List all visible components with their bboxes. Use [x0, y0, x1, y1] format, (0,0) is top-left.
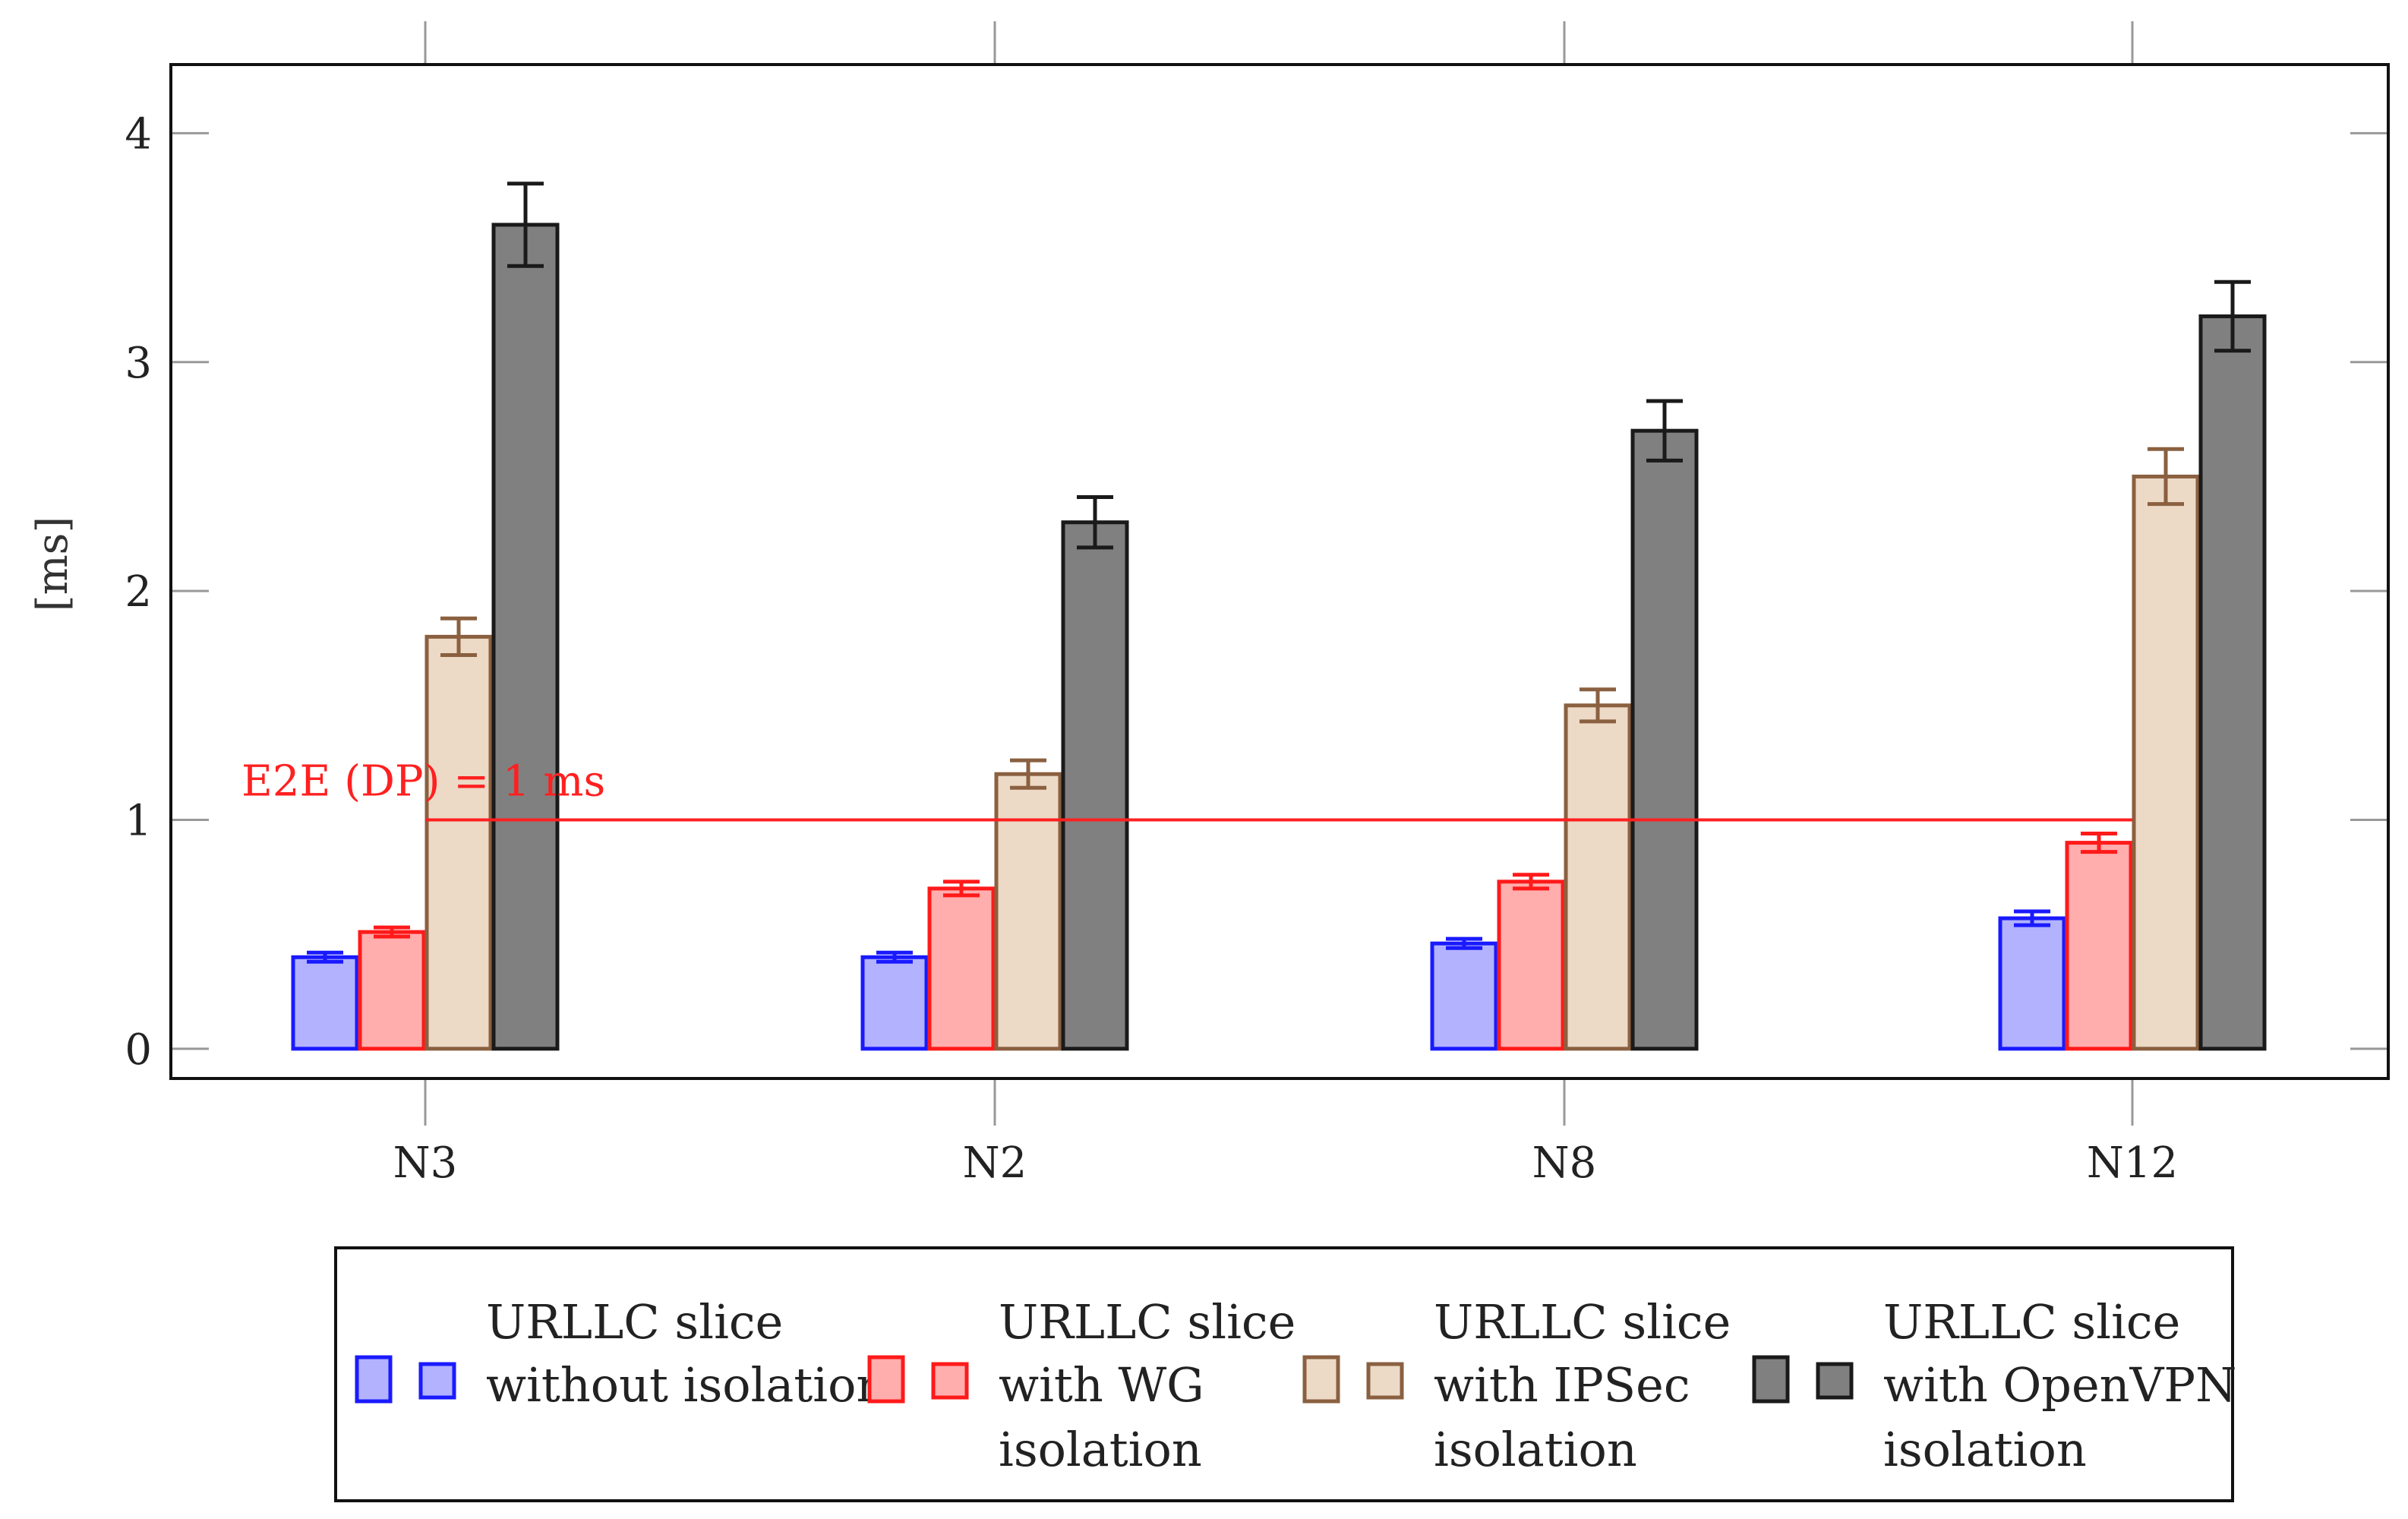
- error-bar: [1077, 495, 1113, 550]
- bar: [1630, 428, 1699, 1051]
- plot-frame: [169, 63, 2390, 1080]
- y-tick-label: 3: [125, 339, 152, 388]
- error-bar: [2014, 909, 2050, 927]
- legend-label: isolation: [1434, 1422, 1637, 1477]
- threshold-label: E2E (DP) = 1 ms: [241, 756, 605, 806]
- legend-swatch: [1302, 1355, 1340, 1404]
- bar: [491, 223, 560, 1051]
- legend-entry: URLLC slice with OpenVPN isolation: [1752, 1294, 2236, 1477]
- error-bar: [876, 950, 913, 964]
- x-tick-label: N12: [2087, 1138, 2178, 1188]
- error-bar: [1580, 687, 1616, 724]
- y-tick-label: 4: [125, 109, 152, 159]
- bar: [1998, 916, 2066, 1051]
- x-tick-label: N8: [1532, 1138, 1597, 1188]
- legend-swatch: [355, 1355, 393, 1404]
- legend-label: URLLC slice: [1434, 1294, 1731, 1350]
- bar: [1061, 520, 1129, 1051]
- bar: [927, 886, 996, 1051]
- error-bar: [307, 950, 343, 964]
- legend-swatch: [418, 1362, 456, 1400]
- y-tick-label: 2: [125, 567, 152, 617]
- legend-swatch: [1816, 1362, 1854, 1400]
- y-tick-label: 1: [125, 796, 152, 845]
- legend-frame: [334, 1246, 2234, 1502]
- legend-entry: URLLC slice with IPSec isolation: [1302, 1294, 1731, 1477]
- threshold: E2E (DP) = 1 ms: [241, 756, 2132, 822]
- bar: [424, 634, 493, 1051]
- bar: [1564, 703, 1632, 1051]
- legend-label: URLLC slice: [999, 1294, 1296, 1350]
- bar: [2132, 474, 2200, 1051]
- legend-label: isolation: [999, 1422, 1202, 1477]
- legend-label: isolation: [1883, 1422, 2087, 1477]
- tick-marks: [171, 21, 2388, 1126]
- bar: [358, 930, 426, 1051]
- error-bar: [374, 925, 410, 939]
- y-axis-label: [ms]: [28, 516, 77, 612]
- legend-entry: URLLC slice without isolation: [355, 1294, 886, 1413]
- bar: [1497, 880, 1565, 1051]
- legend-swatch: [1366, 1362, 1404, 1400]
- bar: [291, 955, 359, 1051]
- error-bar: [507, 182, 544, 268]
- bar: [994, 772, 1062, 1051]
- legend-label: URLLC slice: [1883, 1294, 2180, 1350]
- bar: [1430, 941, 1498, 1051]
- error-bar: [2214, 279, 2251, 353]
- error-bar: [1446, 936, 1482, 950]
- error-bar: [440, 616, 477, 657]
- error-bar: [2081, 832, 2117, 854]
- legend-label: with IPSec: [1434, 1357, 1690, 1413]
- legend-label: without isolation: [486, 1357, 886, 1413]
- x-tick-label: N2: [963, 1138, 1027, 1188]
- error-bar: [1513, 873, 1549, 891]
- bar: [2198, 314, 2267, 1051]
- axes: [ms] 0 1 2 3 4 N3 N2 N8 N12: [28, 63, 2390, 1188]
- legend-swatch: [931, 1362, 969, 1400]
- bar: [860, 955, 929, 1051]
- error-bar: [943, 880, 980, 898]
- bars: [291, 182, 2267, 1051]
- legend-swatch: [1752, 1355, 1790, 1404]
- legend-entry: URLLC slice with WG isolation: [867, 1294, 1296, 1477]
- legend-label: URLLC slice: [486, 1294, 783, 1350]
- legend-swatch: [867, 1355, 905, 1404]
- y-tick-label: 0: [125, 1025, 152, 1075]
- legend-label: with WG: [999, 1357, 1204, 1413]
- error-bar: [1646, 399, 1683, 463]
- legend: URLLC slice without isolation URLLC slice w…: [334, 1246, 2236, 1502]
- error-bar: [2148, 447, 2184, 507]
- bar: [2065, 841, 2133, 1051]
- error-bar: [1010, 758, 1046, 790]
- x-tick-label: N3: [393, 1138, 458, 1188]
- legend-label: with OpenVPN: [1883, 1357, 2236, 1413]
